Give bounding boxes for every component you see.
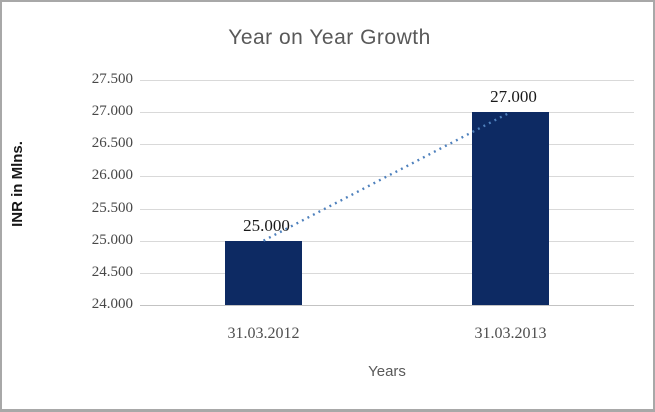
gridline — [140, 176, 634, 178]
bar — [225, 240, 302, 305]
x-axis-title: Years — [368, 363, 406, 380]
y-tick-label: 27.000 — [91, 103, 133, 120]
bar-value-label: 25.000 — [243, 215, 290, 235]
gridline — [140, 272, 634, 274]
y-tick-label: 25.000 — [91, 231, 133, 248]
y-tick-label: 27.500 — [91, 71, 133, 87]
bar — [472, 112, 549, 305]
gridline — [140, 112, 634, 114]
y-tick-label: 26.500 — [91, 135, 133, 152]
y-tick-label: 26.000 — [91, 167, 133, 184]
gridline — [140, 240, 634, 242]
chart-title: Year on Year Growth — [228, 26, 431, 49]
x-axis-line — [140, 305, 634, 306]
bar-value-label: 27.000 — [490, 87, 537, 107]
x-tick-label: 31.03.2013 — [474, 325, 547, 342]
y-tick-label: 25.500 — [91, 199, 133, 216]
gridline — [140, 208, 634, 210]
trendline — [262, 111, 512, 242]
x-tick-label: 31.03.2012 — [227, 325, 300, 342]
gridline — [140, 144, 634, 146]
y-axis-title: INR in Mlns. — [9, 141, 26, 227]
y-tick-label: 24.500 — [91, 263, 133, 280]
gridline — [140, 80, 634, 81]
plot-area — [140, 80, 634, 306]
y-tick-label: 24.000 — [91, 296, 133, 312]
